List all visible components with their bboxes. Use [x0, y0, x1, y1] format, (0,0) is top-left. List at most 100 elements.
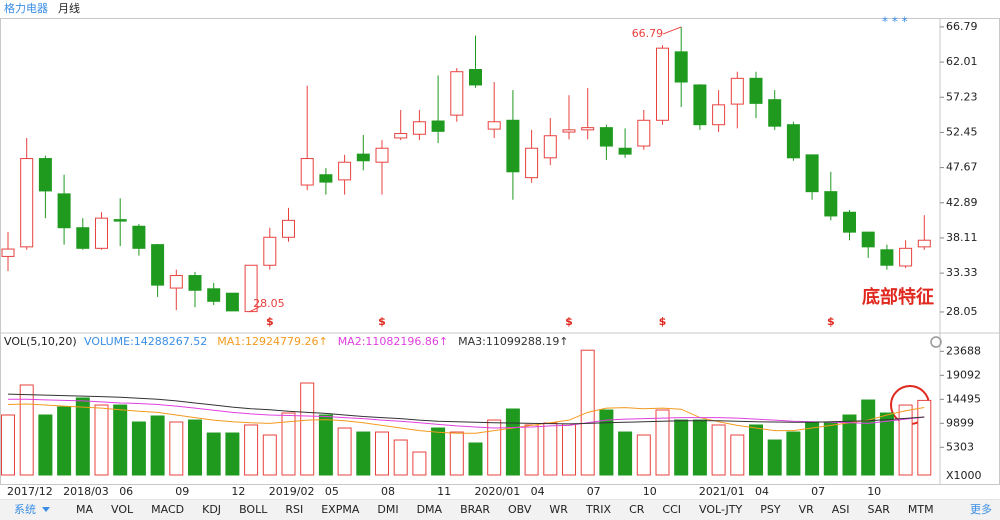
indicator-tab[interactable]: PSY	[760, 503, 781, 516]
event-marker: $	[827, 315, 835, 328]
volume-bar	[262, 434, 277, 476]
high-label: 66.79	[632, 27, 664, 40]
candle-body	[786, 124, 800, 159]
y-tick-label: 42.89	[946, 196, 978, 209]
indicator-tab[interactable]: BOLL	[239, 503, 268, 516]
volume-bar	[38, 414, 53, 476]
stock-name[interactable]: 格力电器	[4, 1, 48, 15]
indicator-tab[interactable]: VR	[799, 503, 815, 516]
candle-body	[599, 127, 613, 147]
volume-bar	[188, 419, 202, 476]
candle-body	[188, 275, 202, 291]
volume-bar	[449, 431, 464, 476]
volume-bar	[169, 421, 184, 476]
volume-bar	[505, 408, 520, 476]
volume-bar	[618, 431, 633, 476]
event-marker: $	[378, 315, 386, 328]
volume-bar	[318, 414, 333, 476]
x-tick-label: 05	[325, 485, 339, 498]
volume-bar	[94, 404, 109, 476]
candle-body	[263, 236, 277, 266]
candle-body	[450, 71, 464, 116]
candle-body	[543, 135, 557, 159]
volume-bar	[562, 423, 576, 476]
candle-body	[76, 227, 90, 249]
volume-title: VOL(5,10,20)	[4, 335, 77, 348]
more-button[interactable]: 更多	[970, 502, 992, 516]
candle-body	[356, 153, 370, 162]
candle-body	[618, 147, 632, 155]
candle-body	[169, 275, 183, 289]
x-tick-label: 09	[175, 485, 189, 498]
volume-bar	[225, 432, 240, 476]
indicator-tab[interactable]: VOL-JTY	[699, 503, 742, 516]
indicator-tab[interactable]: WR	[549, 503, 568, 516]
volume-bar	[19, 384, 34, 476]
volume-bar	[468, 442, 483, 476]
candle-body	[562, 129, 576, 133]
indicator-tab[interactable]: TRIX	[585, 503, 612, 516]
y-tick-label: 19092	[946, 368, 981, 381]
volume-bar	[393, 439, 408, 476]
indicator-tab[interactable]: ASI	[832, 503, 850, 516]
indicator-tab[interactable]: OBV	[508, 503, 532, 516]
volume-bar	[206, 432, 221, 476]
indicator-tab[interactable]: SAR	[868, 503, 891, 516]
indicator-tab[interactable]: MTM	[908, 503, 934, 516]
indicator-tab[interactable]: CCI	[662, 503, 681, 516]
indicator-tab[interactable]: MACD	[151, 503, 184, 516]
candle-body	[525, 147, 539, 179]
candle-body	[319, 174, 333, 183]
volume-bar	[730, 434, 745, 476]
indicator-tab[interactable]: RSI	[285, 503, 303, 516]
candle-body	[917, 239, 931, 248]
y-tick-label: 47.67	[946, 161, 978, 174]
volume-bar	[749, 424, 763, 476]
y-tick-label: 52.45	[946, 125, 978, 138]
period[interactable]: 月线	[58, 1, 80, 15]
candle-body	[674, 51, 688, 83]
indicator-tab[interactable]: DMA	[417, 503, 443, 516]
volume-bar	[131, 421, 146, 476]
system-menu[interactable]: 系统	[14, 503, 36, 516]
x-tick-label: 2018/03	[63, 485, 109, 498]
volume-bar	[898, 404, 913, 476]
candle-body	[375, 147, 389, 163]
high-pointer	[663, 26, 682, 35]
volume-bar	[150, 415, 165, 476]
indicator-tab[interactable]: KDJ	[202, 503, 221, 516]
legend-entry: VOLUME:14288267.52	[84, 335, 207, 348]
volume-bar	[281, 412, 296, 476]
candle-body	[57, 193, 71, 229]
indicator-tab[interactable]: EXPMA	[321, 503, 360, 516]
annotation-note: 底部特征	[862, 286, 934, 308]
event-marker: $	[266, 315, 274, 328]
y-tick-label: 28.05	[946, 305, 978, 318]
volume-bar	[1, 414, 15, 476]
y-tick-label: 62.01	[946, 55, 978, 68]
candle-body	[712, 104, 726, 126]
volume-bar	[487, 419, 502, 476]
candle-body	[843, 211, 856, 233]
settings-icon[interactable]	[930, 336, 942, 348]
indicator-tab[interactable]: CR	[629, 503, 645, 516]
indicator-tab[interactable]: MA	[76, 503, 93, 516]
candle-body	[469, 69, 482, 86]
x-tick-label: 2021/01	[699, 485, 745, 498]
y-tick-label: 57.23	[946, 90, 978, 103]
volume-bar	[543, 422, 558, 476]
x-tick-label: 12	[231, 485, 245, 498]
indicator-tab[interactable]: BRAR	[460, 503, 490, 516]
indicator-tab[interactable]: VOL	[111, 503, 134, 516]
indicator-tab[interactable]: DMI	[377, 503, 398, 516]
candle-body	[656, 47, 669, 121]
legend-entry: MA2:11082196.86↑	[338, 335, 448, 348]
stars: * * *	[882, 15, 908, 29]
volume-bar	[113, 404, 128, 476]
dropdown-arrow	[42, 507, 50, 512]
event-marker: $	[659, 315, 667, 328]
candle-body	[244, 264, 258, 313]
candle-body	[861, 231, 875, 248]
x-tick-label: 2019/02	[269, 485, 315, 498]
legend-entry: MA3:11099288.19↑	[458, 335, 568, 348]
